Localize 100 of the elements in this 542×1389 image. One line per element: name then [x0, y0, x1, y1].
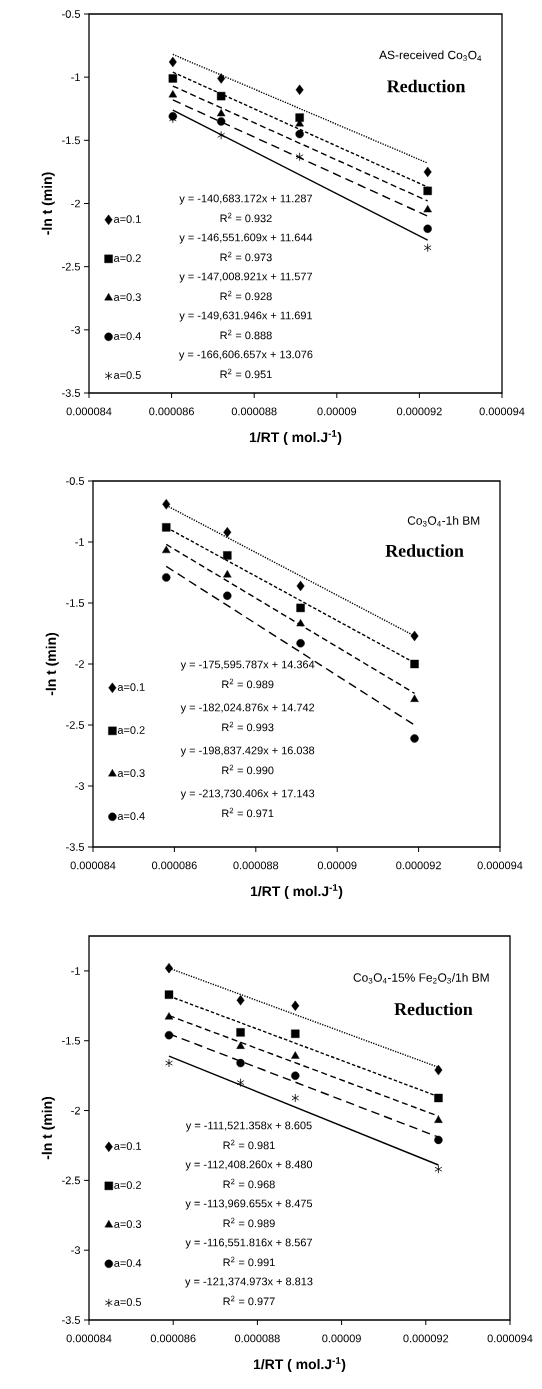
point — [216, 109, 226, 117]
point — [291, 1029, 300, 1038]
x-tick-label: 0.000084 — [70, 861, 116, 870]
annotation: R$^{2}$ = 0.993 — [222, 721, 274, 732]
legend-label: a=0.2 — [114, 254, 141, 262]
y-tick-label: -1 — [75, 538, 84, 546]
point — [236, 1041, 245, 1049]
y-tick-label: -2.5 — [62, 262, 81, 271]
legend-label: a=0.2 — [117, 726, 145, 734]
x-tick-label: 0.000088 — [231, 407, 277, 416]
x-tick-label: 0.000094 — [477, 861, 523, 870]
point — [236, 1058, 245, 1068]
y-tick-label: -1.5 — [62, 136, 81, 145]
point — [423, 205, 432, 213]
annotation: R$^{2}$ = 0.951 — [220, 368, 272, 379]
legend-label: a=0.1 — [114, 1142, 142, 1150]
annotation: R$^{2}$ = 0.981 — [223, 1139, 275, 1150]
point — [168, 74, 178, 83]
annotation: y = -111,521.358x + 8.605 — [185, 1121, 312, 1132]
point — [296, 618, 305, 627]
point — [162, 523, 171, 532]
point — [217, 73, 226, 84]
y-tick-label: -2.5 — [62, 1176, 81, 1185]
annotation: R$^{2}$ = 0.989 — [222, 678, 274, 689]
x-tick-label: 0.000092 — [396, 861, 441, 870]
y-tick-label: -1 — [71, 73, 80, 81]
point — [223, 591, 232, 600]
point — [236, 1028, 245, 1037]
annotation: y = -166,606.657x + 13.076 — [178, 350, 313, 361]
annotation: R$^{2}$ = 0.990 — [222, 764, 274, 775]
point — [236, 995, 245, 1006]
legend-label: a=0.4 — [114, 1259, 142, 1267]
y-axis-title: -ln t (min) — [45, 632, 59, 696]
point — [423, 186, 432, 196]
annotation: R$^{2}$ = 0.932 — [220, 212, 272, 223]
x-tick-label: 0.000086 — [151, 861, 197, 870]
annotation: y = -121,374.973x + 8.813 — [185, 1277, 313, 1288]
annotation: R$^{2}$ = 0.973 — [220, 251, 272, 262]
annotation: R$^{2}$ = 0.977 — [223, 1295, 275, 1306]
annotation: Co$_{3}$O$_{4}$-1h BM — [407, 516, 480, 527]
x-tick-label: 0.000092 — [403, 1334, 449, 1343]
x-axis-title: 1/RT ( mol.J$^{-1}$) — [250, 884, 343, 899]
point — [223, 527, 232, 538]
y-tick-label: -1.5 — [66, 599, 85, 607]
legend-label: a=0.1 — [114, 215, 141, 223]
annotation: y = -182,024.876x + 14.742 — [180, 703, 315, 714]
point — [410, 734, 419, 743]
annotation: y = -140,683.172x + 11.287 — [179, 194, 313, 205]
point — [162, 498, 171, 510]
legend-label: a=0.1 — [117, 683, 145, 691]
y-tick-label: -1.5 — [62, 1036, 81, 1045]
legend-label: a=0.2 — [114, 1181, 141, 1189]
annotation: y = -175,595.787x + 14.364 — [180, 660, 315, 671]
point — [162, 573, 171, 582]
x-tick-label: 0.000088 — [233, 861, 279, 870]
point — [296, 580, 305, 592]
point — [291, 1093, 300, 1103]
point — [216, 117, 226, 126]
y-tick-label: -2 — [71, 1106, 80, 1115]
y-tick-label: -3.5 — [62, 389, 81, 397]
annotation: Reduction — [385, 544, 464, 557]
legend-label: a=0.3 — [114, 293, 141, 301]
x-tick-label: 0.000094 — [487, 1334, 533, 1343]
annotation: R$^{2}$ = 0.968 — [223, 1178, 275, 1189]
x-tick-label: 0.000086 — [149, 407, 194, 416]
point — [165, 1058, 173, 1068]
annotation: y = -116,551.816x + 8.567 — [185, 1238, 312, 1249]
x-tick-label: 0.000086 — [150, 1334, 196, 1343]
y-axis-title: -ln t (min) — [41, 172, 55, 235]
x-tick-label: 0.000084 — [66, 1334, 112, 1343]
y-tick-label: -3.5 — [62, 1316, 81, 1324]
annotation: y = -146,551.609x + 11.644 — [179, 233, 313, 244]
point — [162, 545, 171, 554]
x-tick-label: 0.000088 — [234, 1334, 280, 1343]
point — [168, 90, 178, 98]
y-tick-label: -3 — [75, 782, 84, 790]
point — [434, 1115, 443, 1123]
annotation: R$^{2}$ = 0.888 — [220, 329, 272, 340]
point — [296, 639, 305, 648]
annotation: y = -113,969.655x + 8.475 — [185, 1199, 313, 1210]
point — [434, 1135, 443, 1145]
point — [434, 1093, 443, 1103]
point — [236, 1078, 245, 1088]
point — [295, 152, 304, 162]
y-tick-label: -0.5 — [62, 10, 81, 18]
point — [423, 224, 432, 233]
y-axis-title: -ln t (min) — [41, 1096, 55, 1160]
y-tick-label: -0.5 — [66, 477, 85, 485]
annotation: y = -149,631.946x + 11.691 — [179, 311, 313, 322]
point — [164, 1012, 174, 1020]
point — [168, 56, 177, 68]
point — [296, 603, 305, 613]
annotation: y = -213,730.406x + 17.143 — [180, 789, 315, 800]
x-tick-label: 0.000092 — [396, 407, 442, 416]
y-tick-label: -3 — [71, 1246, 80, 1255]
point — [291, 1000, 300, 1012]
y-tick-label: -2 — [71, 199, 80, 208]
annotation: AS-received Co$_{3}$O$_{4}$ — [379, 50, 482, 61]
legend-label: a=0.3 — [117, 769, 145, 777]
legend-label: a=0.5 — [114, 371, 141, 379]
